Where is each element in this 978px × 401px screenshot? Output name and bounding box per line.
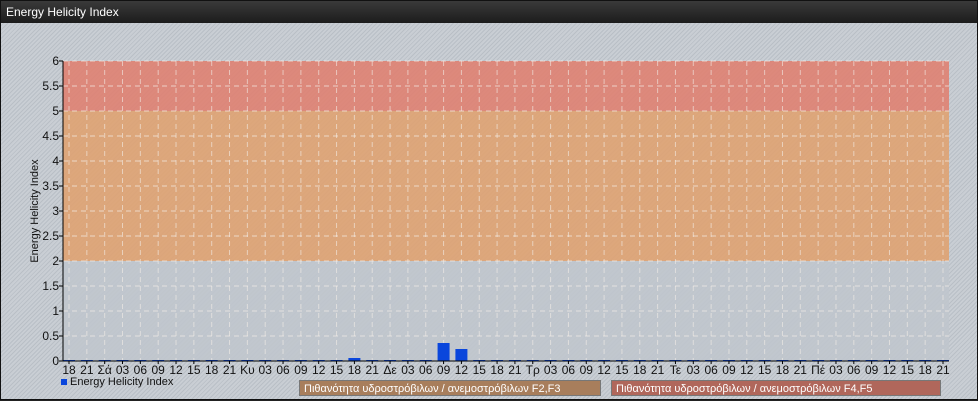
x-tick-label: 06 <box>847 363 861 377</box>
x-tick-label: 09 <box>294 363 308 377</box>
x-tick-label: 06 <box>704 363 718 377</box>
x-tick-label: 09 <box>580 363 594 377</box>
x-tick-label: 18 <box>348 363 362 377</box>
y-tick-label: 1 <box>52 304 59 318</box>
x-tick-label: 06 <box>562 363 576 377</box>
x-tick-label: 18 <box>776 363 790 377</box>
legend-series-item[interactable]: Energy Helicity Index <box>61 376 173 388</box>
x-tick-label: 21 <box>80 363 94 377</box>
y-tick-label: 0 <box>52 354 59 368</box>
y-tick-label: 2.5 <box>42 229 59 243</box>
legend-band-f2f3: Πιθανότητα υδροστρόβιλων / ανεμοστρόβιλω… <box>299 380 601 396</box>
x-tick-label: Τε <box>670 363 682 377</box>
x-tick-label: 12 <box>312 363 326 377</box>
legend-swatch <box>61 379 67 385</box>
x-tick-label: 15 <box>901 363 915 377</box>
y-tick-label: 4.5 <box>42 129 59 143</box>
x-tick-label: 18 <box>918 363 932 377</box>
y-tick-label: 1.5 <box>42 279 59 293</box>
x-tick-label: 12 <box>740 363 754 377</box>
x-tick-label: 21 <box>936 363 950 377</box>
y-tick-label: 5 <box>52 104 59 118</box>
x-tick-label: 21 <box>508 363 522 377</box>
bar <box>437 343 450 361</box>
x-tick-label: 09 <box>437 363 451 377</box>
x-tick-label: Δε <box>383 363 397 377</box>
y-tick-label: 3 <box>52 204 59 218</box>
y-tick-label: 3.5 <box>42 179 59 193</box>
bar <box>455 349 468 361</box>
x-tick-label: 03 <box>401 363 415 377</box>
y-tick-label: 0.5 <box>42 329 59 343</box>
y-axis-label: Energy Helicity Index <box>29 159 41 263</box>
x-tick-label: 12 <box>455 363 469 377</box>
x-tick-label: 18 <box>633 363 647 377</box>
x-tick-label: 15 <box>187 363 201 377</box>
x-tick-label: 12 <box>597 363 611 377</box>
y-tick-label: 6 <box>52 54 59 68</box>
bar <box>348 358 361 361</box>
x-tick-label: Κυ <box>240 363 255 377</box>
x-tick-label: 18 <box>205 363 219 377</box>
legend-series-label: Energy Helicity Index <box>70 376 174 388</box>
x-tick-label: 15 <box>473 363 487 377</box>
x-tick-label: 03 <box>259 363 273 377</box>
x-tick-label: 03 <box>829 363 843 377</box>
title-bar: Energy Helicity Index <box>1 1 977 23</box>
x-tick-label: 03 <box>687 363 701 377</box>
legend-band-f4f5: Πιθανότητα υδροστρόβιλων / ανεμοστρόβιλω… <box>611 380 941 396</box>
y-tick-label: 2 <box>52 254 59 268</box>
x-tick-label: 18 <box>62 363 76 377</box>
x-tick-label: 06 <box>134 363 148 377</box>
x-tick-label: 06 <box>419 363 433 377</box>
x-tick-label: 21 <box>366 363 380 377</box>
x-tick-label: 03 <box>116 363 130 377</box>
y-tick-label: 5.5 <box>42 79 59 93</box>
window-title: Energy Helicity Index <box>6 5 119 19</box>
x-tick-label: Πέ <box>811 363 826 377</box>
x-tick-label: 15 <box>330 363 344 377</box>
x-tick-label: 18 <box>490 363 504 377</box>
x-tick-label: Τρ <box>526 363 540 377</box>
x-tick-label: Σά <box>97 363 111 377</box>
x-tick-label: 21 <box>651 363 665 377</box>
x-tick-label: 09 <box>152 363 166 377</box>
x-tick-label: 21 <box>223 363 237 377</box>
x-tick-label: 09 <box>722 363 736 377</box>
x-tick-label: 12 <box>169 363 183 377</box>
x-tick-label: 06 <box>276 363 290 377</box>
x-tick-label: 03 <box>544 363 558 377</box>
x-tick-label: 15 <box>615 363 629 377</box>
x-tick-label: 12 <box>883 363 897 377</box>
x-tick-label: 09 <box>865 363 879 377</box>
x-tick-label: 15 <box>758 363 772 377</box>
y-tick-label: 4 <box>52 154 59 168</box>
x-tick-label: 21 <box>794 363 808 377</box>
